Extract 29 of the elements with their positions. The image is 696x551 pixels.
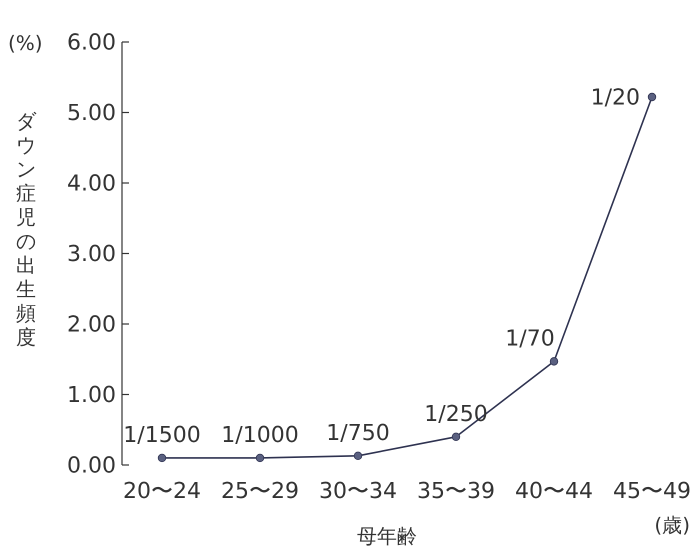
y-tick-label: 2.00 bbox=[67, 312, 116, 338]
point bbox=[648, 92, 656, 102]
y-tick-label: 5.00 bbox=[67, 101, 116, 126]
data-label: 1/750 bbox=[326, 420, 390, 446]
x-tick-label: 20〜24 bbox=[123, 479, 201, 504]
data-label: 1/1000 bbox=[221, 422, 299, 448]
x-tick-label: 30〜34 bbox=[319, 479, 397, 504]
data-label: 1/1500 bbox=[123, 422, 201, 448]
point bbox=[256, 454, 264, 462]
text: (%) bbox=[8, 31, 43, 55]
data-label: 1/20 bbox=[590, 86, 640, 111]
data-label: 1/70 bbox=[505, 326, 555, 352]
y-tick-label: 1.00 bbox=[67, 383, 116, 408]
y-tick-label: 0.00 bbox=[67, 454, 116, 479]
text: (歳) bbox=[654, 513, 690, 537]
point bbox=[550, 357, 558, 366]
y-tick-label: 6.00 bbox=[67, 30, 116, 56]
point bbox=[158, 454, 166, 462]
point bbox=[354, 452, 362, 460]
x-axis-title: 母年齢 bbox=[357, 524, 417, 548]
x-tick-label: 35〜39 bbox=[417, 479, 495, 504]
text: ダウン症児の出生頻度 bbox=[16, 109, 36, 349]
x-tick-label: 40〜44 bbox=[515, 479, 593, 504]
x-tick-label: 25〜29 bbox=[221, 479, 299, 504]
point bbox=[452, 432, 460, 441]
y-tick-label: 3.00 bbox=[67, 242, 116, 268]
x-tick-label: 45〜49 bbox=[613, 479, 691, 504]
y-tick-label: 4.00 bbox=[67, 172, 116, 197]
data-label: 1/250 bbox=[424, 402, 488, 427]
